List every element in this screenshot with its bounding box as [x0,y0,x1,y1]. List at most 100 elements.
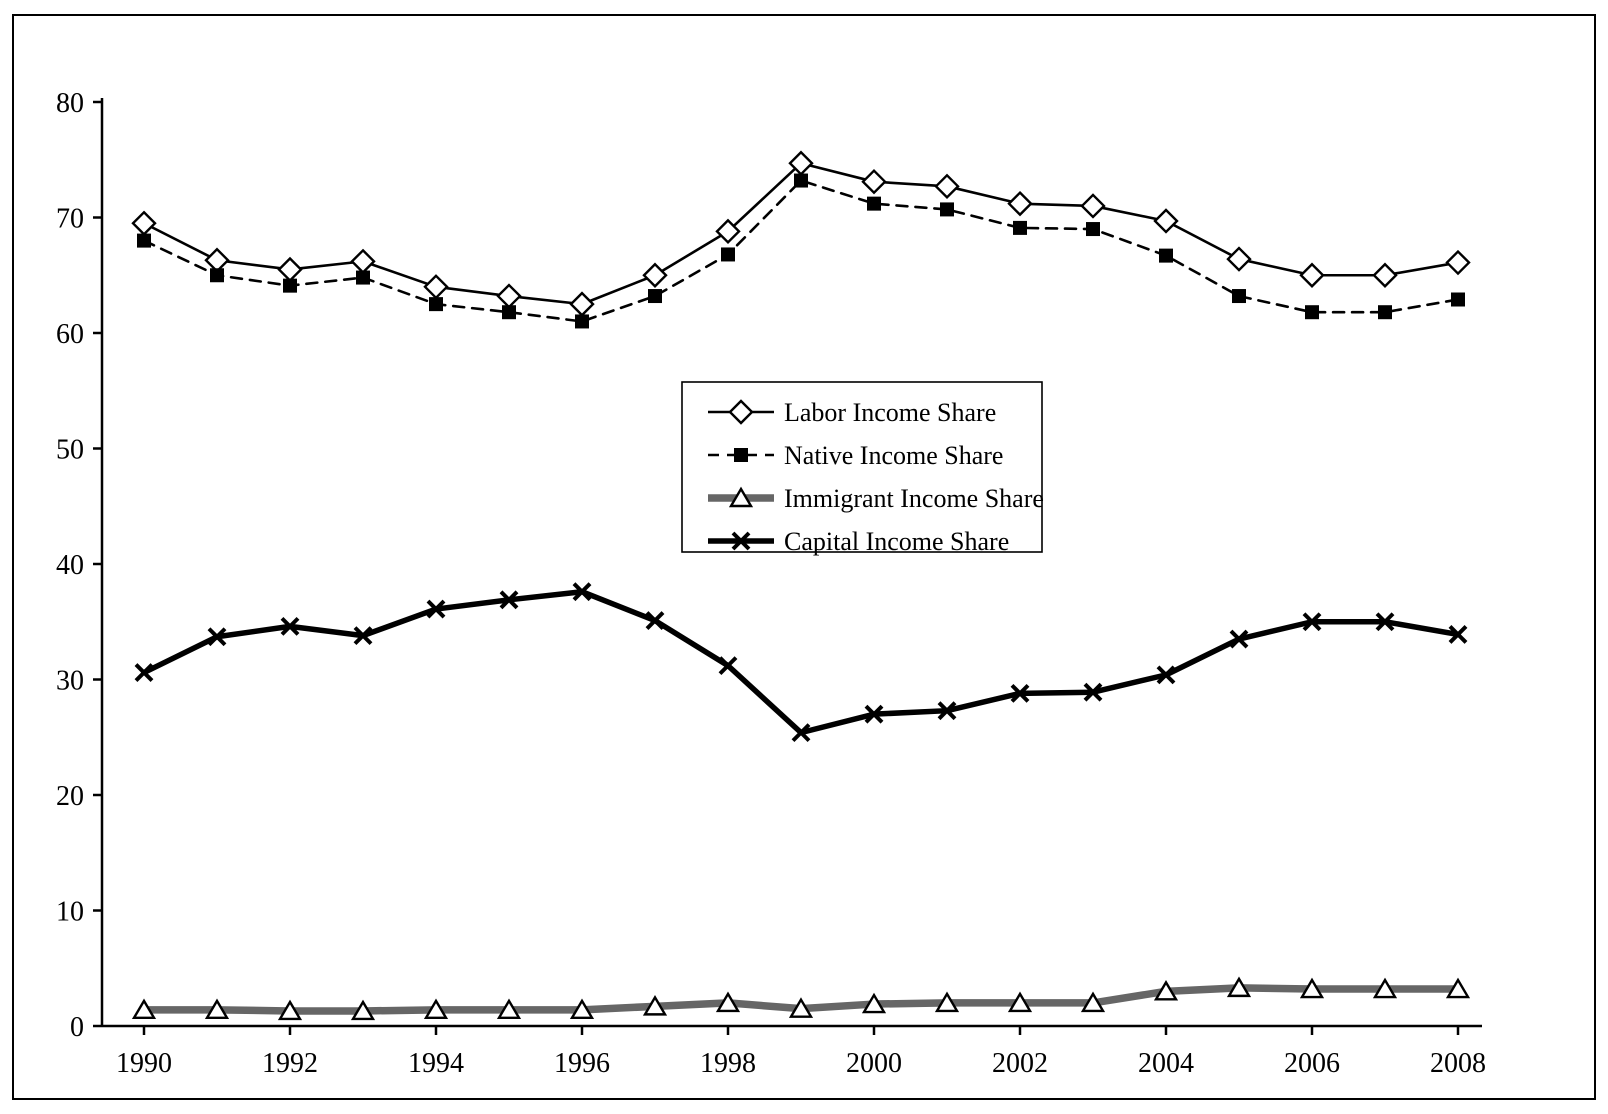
series-line [142,179,1460,323]
x-marker [1083,682,1103,702]
square-marker [1451,292,1465,307]
legend-label: Native Income Share [784,441,1003,470]
x-tick-label: 1992 [262,1048,318,1079]
diamond-marker [1299,262,1325,288]
square-marker [429,297,443,312]
diamond-marker [715,218,741,245]
series-immigrant-income-share [131,976,1471,1021]
diamond-marker [1153,208,1179,234]
income-share-line-chart: 0 10 20 30 40 50 60 70 80 1990 1992 1994 1996 1998 200… [56,88,1486,1079]
x-tick-label: 2004 [1138,1048,1194,1079]
diamond-marker [569,291,595,317]
diamond-marker [1445,249,1471,276]
x-tick-label: 1994 [408,1048,464,1079]
diamond-marker [496,283,522,309]
series-native-income-share [137,173,1465,329]
triangle-marker [131,998,157,1020]
triangle-marker [277,999,303,1021]
y-tick-label: 30 [56,666,84,697]
x-marker [1010,683,1030,703]
triangle-marker [788,997,814,1018]
chart-frame: 0 10 20 30 40 50 60 70 80 1990 1992 1994 1996 1998 200… [12,14,1596,1100]
x-marker [1156,665,1176,685]
series-capital-income-share [134,582,1468,743]
square-marker [940,202,954,217]
square-marker [1086,222,1100,237]
legend-label: Immigrant Income Share [784,484,1044,513]
square-marker [1232,289,1246,304]
diamond-marker [423,274,449,300]
x-marker [1229,629,1249,649]
diamond-marker [861,168,887,195]
legend-item-capital-income-share: Capital Income Share [708,527,1009,556]
y-tick-label: 60 [56,319,84,350]
triangle-marker [715,991,741,1013]
triangle-marker [642,994,668,1016]
square-marker [1159,248,1173,263]
diamond-marker [277,256,303,283]
series-line [141,588,1461,736]
y-tick-label: 10 [56,897,84,928]
legend: Labor Income Share Native Income Share Imm… [681,381,1044,556]
x-marker [1302,612,1322,632]
diamond-marker [1226,246,1252,272]
square-marker [137,233,151,248]
triangle-marker [1153,979,1179,1001]
triangle-marker [350,999,376,1021]
x-marker [1448,625,1468,644]
x-marker [572,582,592,602]
square-marker [648,289,662,304]
legend-label: Labor Income Share [784,398,996,427]
triangle-marker [1445,977,1471,999]
triangle-marker [1080,991,1106,1013]
square-marker [1013,220,1027,235]
triangle-marker [423,998,449,1020]
diamond-marker [642,262,668,288]
diamond-marker [934,173,960,200]
square-marker [502,305,516,320]
x-marker [353,626,373,646]
triangle-marker [496,998,522,1020]
x-marker [937,701,957,721]
square-marker [356,270,370,285]
legend-item-native-income-share: Native Income Share [708,441,1003,470]
y-tick-label: 50 [56,435,84,466]
triangle-marker [861,992,887,1014]
axes [100,98,1482,1028]
x-marker [718,656,738,676]
square-marker [1305,305,1319,320]
triangle-marker [204,998,230,1020]
square-marker [1378,305,1392,320]
x-marker [1375,612,1395,632]
triangle-marker [1226,976,1252,998]
x-tick-label: 2002 [992,1048,1048,1079]
plot-area: 0 10 20 30 40 50 60 70 80 1990 1992 1994 1996 1998 200… [56,88,1486,1079]
square-marker [734,448,748,462]
square-marker [575,314,589,329]
square-marker [794,173,808,188]
x-tick-label: 1990 [116,1048,172,1079]
square-marker [867,196,881,211]
diamond-marker [350,248,376,275]
y-tick-label: 40 [56,550,84,581]
y-tick-label: 0 [70,1012,84,1043]
x-tick-label: 1996 [554,1048,610,1079]
series-labor-income-share [131,150,1471,317]
diamond-marker [1372,262,1398,288]
legend-label: Capital Income Share [784,527,1009,556]
legend-item-immigrant-income-share: Immigrant Income Share [708,484,1044,513]
y-tick-label: 80 [56,88,84,119]
square-marker [210,268,224,283]
diamond-marker [204,247,230,273]
x-marker [207,627,227,647]
x-marker [280,616,300,636]
x-marker [731,531,751,551]
x-marker [645,611,665,631]
triangle-marker [569,998,595,1020]
triangle-marker [934,991,960,1013]
y-tick-label: 20 [56,781,84,812]
diamond-marker [1007,190,1033,217]
x-tick-labels: 1990 1992 1994 1996 1998 2000 2002 2004 2006 2008 [116,1026,1486,1079]
x-marker [791,723,811,743]
diamond-marker [131,210,157,236]
